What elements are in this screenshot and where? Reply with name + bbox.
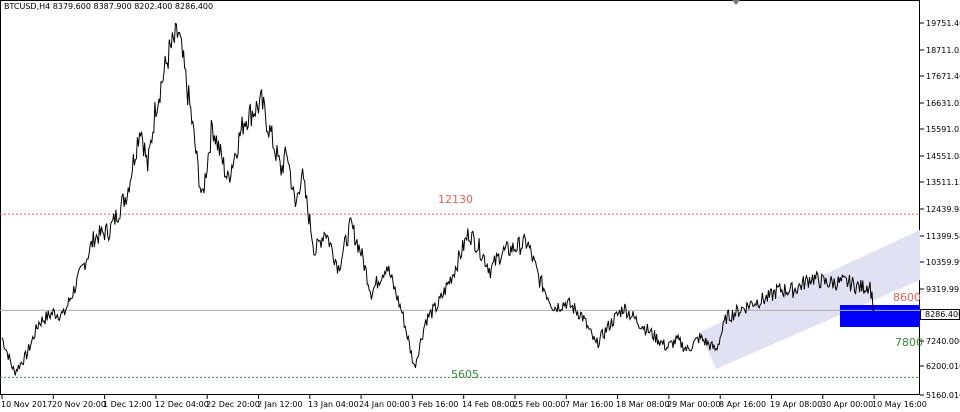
time-tick-label: 30 Apr 00:00	[821, 400, 874, 409]
lower-target-label: 7800	[895, 336, 923, 349]
time-tick-label: 18 Mar 08:00	[616, 400, 670, 409]
time-tick-label: 14 Feb 08:00	[462, 400, 515, 409]
upper-target-label: 8600	[893, 291, 921, 304]
price-tick-label: 5160.010	[926, 391, 960, 400]
price-tick-label: 11399.545	[926, 232, 960, 241]
price-tick-label: 18711.035	[926, 46, 960, 55]
chart-shift-marker-icon[interactable]	[732, 0, 740, 5]
time-tick-label: 2 Jan 12:00	[257, 400, 303, 409]
time-tick-label: 12 Dec 04:00	[155, 400, 209, 409]
time-tick-label: 20 Nov 20:00	[52, 400, 106, 409]
price-series-line	[1, 22, 875, 376]
resistance-level-label: 12130	[438, 193, 473, 206]
time-tick-label: 19 Apr 08:00	[770, 400, 823, 409]
time-tick-label: 7 Mar 16:00	[565, 400, 614, 409]
time-tick-label: 25 Feb 00:00	[513, 400, 566, 409]
price-tick-label: 13511.120	[926, 178, 960, 187]
plot-frame	[0, 0, 920, 395]
price-tick-label: 12439.980	[926, 205, 960, 214]
price-tick-label: 14551.085	[926, 152, 960, 161]
time-tick-label: 3 Feb 16:00	[411, 400, 459, 409]
time-tick-label: 1 Dec 12:00	[103, 400, 152, 409]
time-tick-label: 8 Apr 16:00	[719, 400, 767, 409]
support-level-label: 5605	[451, 368, 479, 381]
current-price-box: 8286.400	[920, 309, 960, 320]
price-tick-label: 9319.995	[926, 285, 960, 294]
time-tick-label: 10 May 16:00	[872, 400, 927, 409]
time-tick-label: 10 Nov 2017	[1, 400, 53, 409]
price-tick-label: 7240.000	[926, 337, 960, 346]
price-tick-label: 17671.400	[926, 72, 960, 81]
symbol-info-label: BTCUSD,H4 8379.600 8387.900 8202.400 828…	[4, 2, 214, 11]
price-tick-label: 16631.025	[926, 99, 960, 108]
price-tick-label: 19751.460	[926, 19, 960, 28]
time-tick-label: 29 Mar 00:00	[667, 400, 721, 409]
price-tick-label: 10359.990	[926, 258, 960, 267]
time-tick-label: 13 Jan 04:00	[308, 400, 359, 409]
price-tick-label: 6200.010	[926, 362, 960, 371]
time-tick-label: 22 Dec 20:00	[206, 400, 260, 409]
price-tick-label: 15591.050	[926, 125, 960, 134]
regression-channel	[700, 230, 920, 369]
time-tick-label: 24 Jan 00:00	[359, 400, 410, 409]
target-zone	[840, 305, 920, 327]
